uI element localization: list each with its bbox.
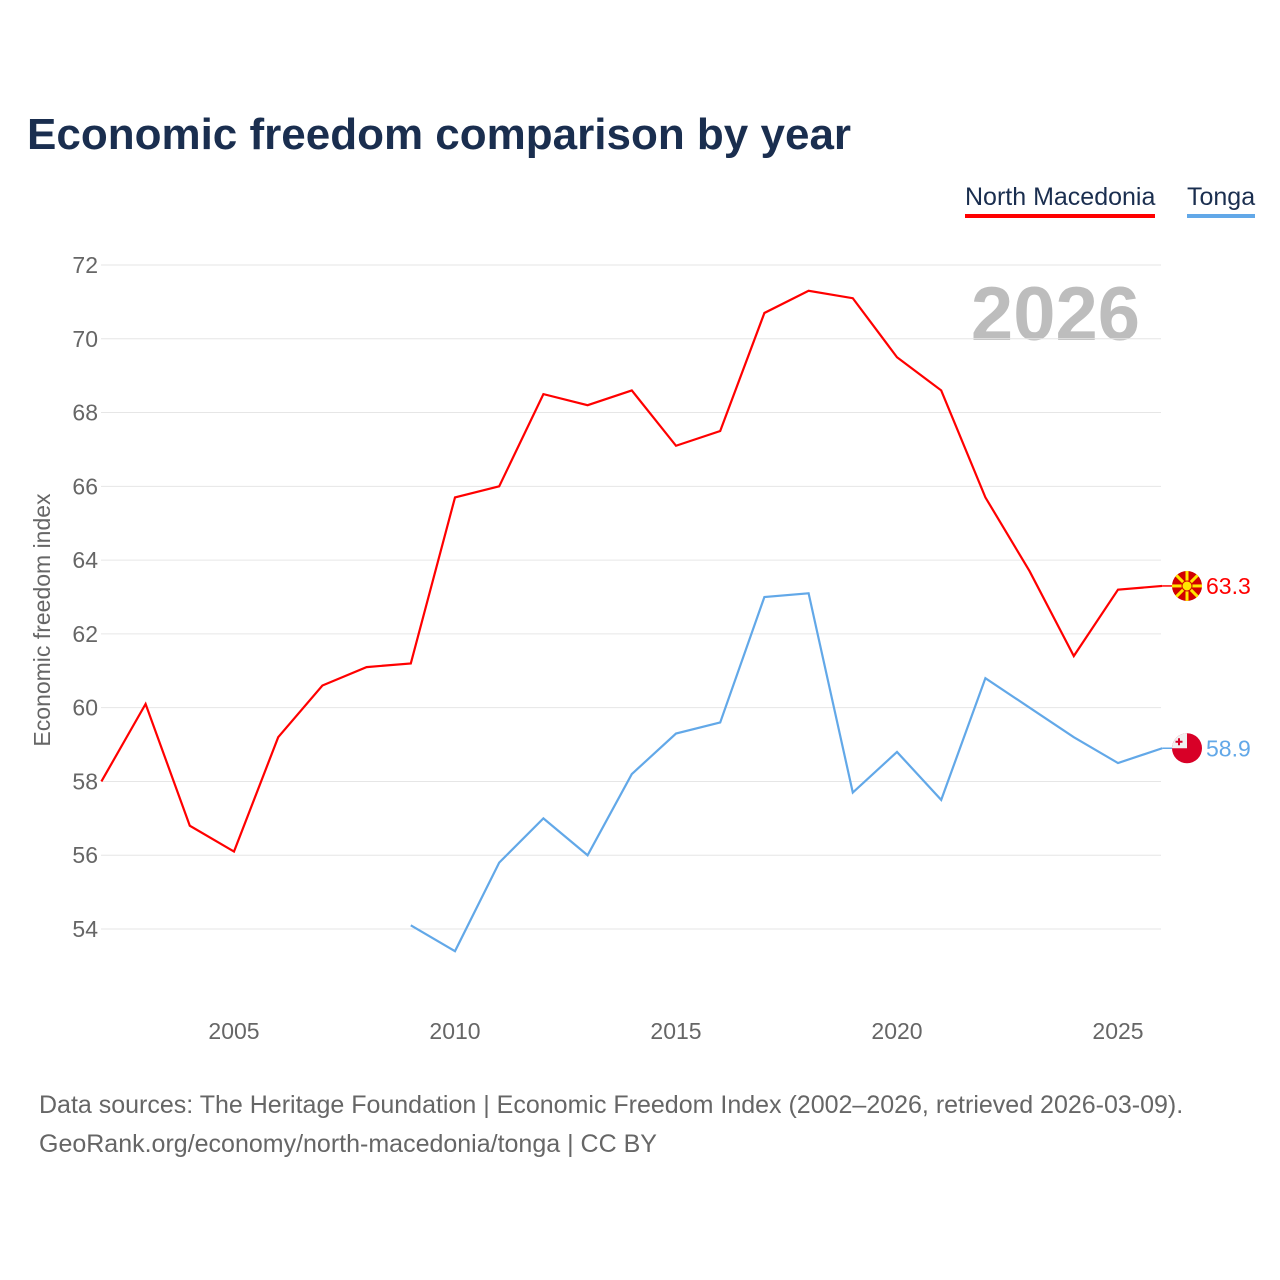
end-value-label: 58.9 [1206, 735, 1251, 761]
y-axis-label: Economic freedom index [29, 493, 55, 747]
source-note: Data sources: The Heritage Foundation | … [39, 1086, 1183, 1164]
series-line-tonga [410, 592, 1163, 953]
y-tick-label: 70 [72, 326, 98, 352]
y-tick-label: 66 [72, 473, 98, 499]
x-tick-label: 2015 [650, 1018, 701, 1044]
flag-cross [1175, 738, 1183, 746]
x-tick-label: 2005 [208, 1018, 259, 1044]
y-tick-label: 56 [72, 842, 98, 868]
x-tick-label: 2010 [429, 1018, 480, 1044]
year-watermark: 2026 [971, 272, 1140, 357]
y-tick-label: 68 [72, 400, 98, 426]
y-tick-label: 54 [72, 916, 98, 942]
end-value-label: 63.3 [1206, 573, 1251, 599]
flag-sun [1181, 580, 1193, 592]
y-tick-label: 58 [72, 768, 98, 794]
source-line-1: Data sources: The Heritage Foundation | … [39, 1091, 1184, 1119]
x-tick-label: 2025 [1092, 1018, 1143, 1044]
legend-north-macedonia[interactable]: North Macedonia [965, 183, 1156, 218]
source-line-2[interactable]: GeoRank.org/economy/north-macedonia/tong… [39, 1130, 657, 1158]
y-tick-label: 62 [72, 621, 98, 647]
chart-title: Economic freedom comparison by year [27, 110, 852, 159]
legend-tonga[interactable]: Tonga [1187, 183, 1256, 218]
x-tick-label: 2020 [871, 1018, 922, 1044]
y-tick-label: 72 [72, 252, 98, 278]
series-line-north-macedonia [100, 289, 1163, 854]
y-tick-label: 60 [72, 695, 98, 721]
y-tick-label: 64 [72, 547, 98, 573]
